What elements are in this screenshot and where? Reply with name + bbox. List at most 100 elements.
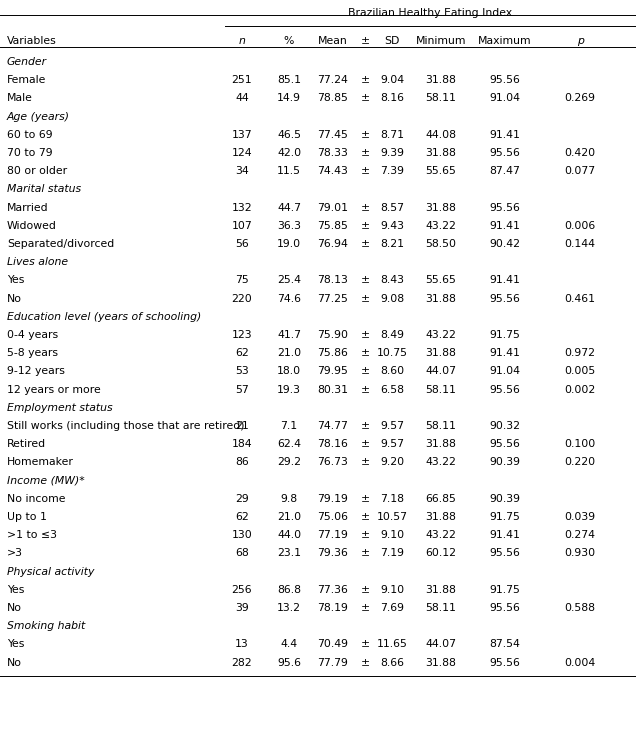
Text: 77.25: 77.25: [317, 294, 349, 303]
Text: 123: 123: [232, 330, 252, 340]
Text: 0.420: 0.420: [564, 148, 595, 158]
Text: 95.56: 95.56: [490, 548, 520, 558]
Text: 0.269: 0.269: [565, 94, 595, 103]
Text: 9.43: 9.43: [380, 221, 404, 231]
Text: 0.144: 0.144: [565, 239, 595, 249]
Text: 12 years or more: 12 years or more: [7, 385, 100, 395]
Text: Homemaker: Homemaker: [7, 458, 74, 467]
Text: Gender: Gender: [7, 57, 47, 67]
Text: 8.49: 8.49: [380, 330, 404, 340]
Text: ±: ±: [361, 130, 370, 140]
Text: >1 to ≤3: >1 to ≤3: [7, 530, 57, 540]
Text: 8.16: 8.16: [380, 94, 404, 103]
Text: ±: ±: [361, 385, 370, 395]
Text: 220: 220: [232, 294, 252, 303]
Text: 0.220: 0.220: [564, 458, 595, 467]
Text: 10.57: 10.57: [377, 512, 408, 522]
Text: 9.04: 9.04: [380, 75, 404, 86]
Text: 91.41: 91.41: [490, 276, 520, 285]
Text: 43.22: 43.22: [425, 330, 457, 340]
Text: 91.75: 91.75: [490, 585, 520, 595]
Text: 57: 57: [235, 385, 249, 395]
Text: 8.66: 8.66: [380, 658, 404, 667]
Text: ±: ±: [361, 239, 370, 249]
Text: 78.19: 78.19: [317, 603, 349, 613]
Text: 43.22: 43.22: [425, 530, 457, 540]
Text: 90.42: 90.42: [490, 239, 520, 249]
Text: Separated/divorced: Separated/divorced: [7, 239, 114, 249]
Text: ±: ±: [361, 221, 370, 231]
Text: 36.3: 36.3: [277, 221, 301, 231]
Text: 75.86: 75.86: [317, 348, 349, 358]
Text: No: No: [7, 658, 22, 667]
Text: Marital status: Marital status: [7, 184, 81, 194]
Text: 77.24: 77.24: [317, 75, 349, 86]
Text: 74.6: 74.6: [277, 294, 301, 303]
Text: 0.100: 0.100: [564, 439, 596, 450]
Text: 31.88: 31.88: [425, 75, 457, 86]
Text: Smoking habit: Smoking habit: [7, 621, 85, 631]
Text: 74.77: 74.77: [317, 421, 349, 431]
Text: 55.65: 55.65: [425, 276, 457, 285]
Text: 9.08: 9.08: [380, 294, 404, 303]
Text: 7.69: 7.69: [380, 603, 404, 613]
Text: Age (years): Age (years): [7, 112, 70, 121]
Text: 44.08: 44.08: [425, 130, 457, 140]
Text: Employment status: Employment status: [7, 403, 113, 413]
Text: 0.039: 0.039: [564, 512, 595, 522]
Text: 44.0: 44.0: [277, 530, 301, 540]
Text: 66.85: 66.85: [425, 494, 457, 504]
Text: 124: 124: [232, 148, 252, 158]
Text: 11.65: 11.65: [377, 640, 408, 649]
Text: 62: 62: [235, 512, 249, 522]
Text: 62.4: 62.4: [277, 439, 301, 450]
Text: 8.60: 8.60: [380, 366, 404, 376]
Text: 91.41: 91.41: [490, 530, 520, 540]
Text: 90.32: 90.32: [490, 421, 520, 431]
Text: 74.43: 74.43: [317, 166, 349, 176]
Text: Variables: Variables: [7, 36, 57, 46]
Text: 75: 75: [235, 276, 249, 285]
Text: 31.88: 31.88: [425, 294, 457, 303]
Text: 79.95: 79.95: [317, 366, 349, 376]
Text: 87.47: 87.47: [490, 166, 520, 176]
Text: 31.88: 31.88: [425, 439, 457, 450]
Text: 91.75: 91.75: [490, 512, 520, 522]
Text: 85.1: 85.1: [277, 75, 301, 86]
Text: 95.56: 95.56: [490, 439, 520, 450]
Text: ±: ±: [361, 640, 370, 649]
Text: 31.88: 31.88: [425, 148, 457, 158]
Text: ±: ±: [361, 148, 370, 158]
Text: ±: ±: [361, 548, 370, 558]
Text: Widowed: Widowed: [7, 221, 57, 231]
Text: 41.7: 41.7: [277, 330, 301, 340]
Text: 0.588: 0.588: [565, 603, 595, 613]
Text: 79.01: 79.01: [317, 202, 349, 213]
Text: ±: ±: [361, 202, 370, 213]
Text: No: No: [7, 603, 22, 613]
Text: n: n: [238, 36, 245, 46]
Text: ±: ±: [361, 458, 370, 467]
Text: ±: ±: [361, 421, 370, 431]
Text: 79.19: 79.19: [317, 494, 349, 504]
Text: 95.56: 95.56: [490, 148, 520, 158]
Text: 95.56: 95.56: [490, 75, 520, 86]
Text: 95.56: 95.56: [490, 385, 520, 395]
Text: No income: No income: [7, 494, 66, 504]
Text: 21: 21: [235, 421, 249, 431]
Text: 9.39: 9.39: [380, 148, 404, 158]
Text: Brazilian Healthy Eating Index: Brazilian Healthy Eating Index: [349, 8, 513, 18]
Text: 8.21: 8.21: [380, 239, 404, 249]
Text: 7.18: 7.18: [380, 494, 404, 504]
Text: 0.930: 0.930: [564, 548, 595, 558]
Text: 0.274: 0.274: [565, 530, 595, 540]
Text: 91.41: 91.41: [490, 348, 520, 358]
Text: 75.90: 75.90: [317, 330, 349, 340]
Text: 79.36: 79.36: [317, 548, 349, 558]
Text: 95.56: 95.56: [490, 603, 520, 613]
Text: 55.65: 55.65: [425, 166, 457, 176]
Text: ±: ±: [361, 75, 370, 86]
Text: 91.75: 91.75: [490, 330, 520, 340]
Text: 95.6: 95.6: [277, 658, 301, 667]
Text: 19.3: 19.3: [277, 385, 301, 395]
